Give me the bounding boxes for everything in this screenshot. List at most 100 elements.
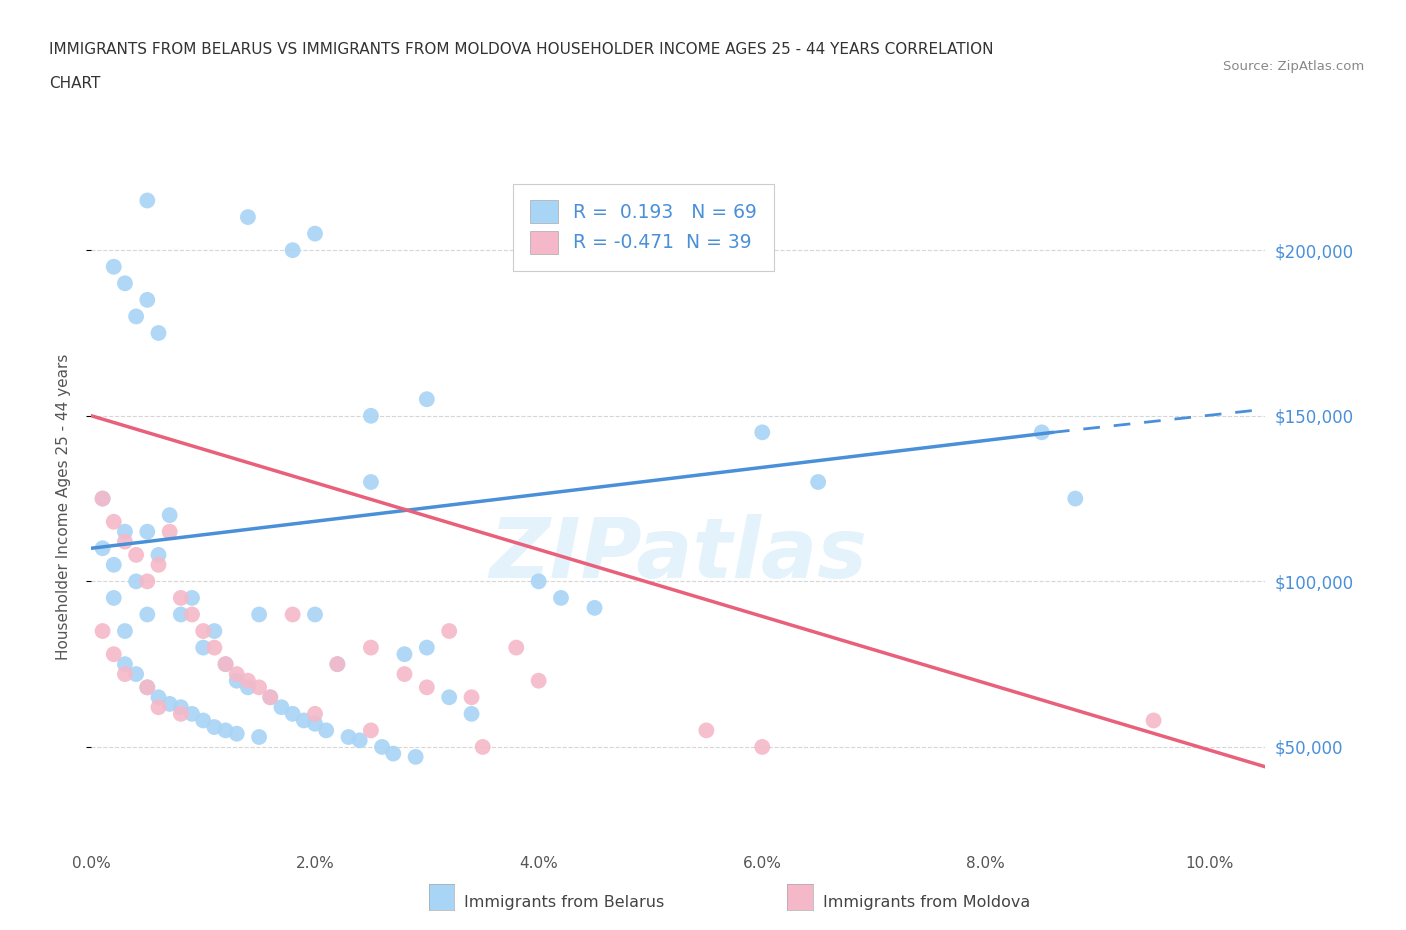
Point [91, 491, 114, 506]
Point [360, 640, 382, 655]
Text: ZIPatlas: ZIPatlas [489, 514, 868, 595]
Point [437, 624, 460, 639]
Point [394, 667, 416, 682]
Point [136, 607, 159, 622]
Point [91, 491, 114, 506]
Point [360, 474, 382, 489]
Point [416, 392, 439, 406]
Text: Immigrants from Moldova: Immigrants from Moldova [823, 895, 1029, 910]
Point [193, 640, 215, 655]
Point [170, 607, 193, 622]
Point [236, 680, 259, 695]
Point [315, 723, 337, 737]
Point [170, 699, 193, 714]
Point [416, 640, 439, 655]
Point [225, 726, 247, 741]
Point [247, 607, 270, 622]
Point [136, 680, 159, 695]
Point [225, 673, 247, 688]
Point [114, 276, 136, 291]
Point [281, 243, 304, 258]
Point [103, 514, 125, 529]
Point [214, 657, 236, 671]
Point [148, 690, 170, 705]
Point [103, 557, 125, 572]
Point [405, 750, 427, 764]
Point [751, 425, 773, 440]
Point [148, 326, 170, 340]
Point [114, 657, 136, 671]
Point [349, 733, 371, 748]
Point [326, 657, 349, 671]
Text: IMMIGRANTS FROM BELARUS VS IMMIGRANTS FROM MOLDOVA HOUSEHOLDER INCOME AGES 25 - : IMMIGRANTS FROM BELARUS VS IMMIGRANTS FR… [49, 42, 994, 57]
Point [181, 607, 204, 622]
Point [416, 680, 439, 695]
Point [247, 729, 270, 744]
Point [159, 697, 181, 711]
Y-axis label: Householder Income Ages 25 - 44 years: Householder Income Ages 25 - 44 years [56, 353, 70, 660]
Point [103, 646, 125, 661]
Point [148, 699, 170, 714]
Point [125, 548, 148, 563]
Point [1031, 425, 1053, 440]
Point [181, 707, 204, 722]
Point [505, 640, 527, 655]
Point [1142, 713, 1164, 728]
Point [437, 690, 460, 705]
Point [527, 574, 550, 589]
Point [751, 739, 773, 754]
Point [337, 729, 360, 744]
Point [304, 607, 326, 622]
Point [136, 525, 159, 539]
Point [360, 723, 382, 737]
Point [382, 746, 405, 761]
Point [181, 591, 204, 605]
Point [114, 534, 136, 549]
Point [103, 259, 125, 274]
Point [371, 739, 394, 754]
Point [136, 193, 159, 208]
Point [91, 624, 114, 639]
Point [583, 601, 606, 616]
Point [236, 673, 259, 688]
Point [259, 690, 281, 705]
Point [159, 525, 181, 539]
Point [125, 667, 148, 682]
Point [236, 209, 259, 224]
Point [807, 474, 830, 489]
Point [193, 624, 215, 639]
Point [136, 680, 159, 695]
Point [202, 624, 225, 639]
Point [460, 707, 482, 722]
Point [326, 657, 349, 671]
Point [148, 548, 170, 563]
Point [202, 640, 225, 655]
Point [193, 713, 215, 728]
Point [527, 673, 550, 688]
Point [114, 525, 136, 539]
Point [281, 707, 304, 722]
Text: CHART: CHART [49, 76, 101, 91]
Point [225, 667, 247, 682]
Point [91, 541, 114, 556]
Legend: R =  0.193   N = 69, R = -0.471  N = 39: R = 0.193 N = 69, R = -0.471 N = 39 [513, 183, 773, 271]
Point [114, 667, 136, 682]
Point [125, 574, 148, 589]
Point [304, 707, 326, 722]
Point [103, 591, 125, 605]
Point [136, 574, 159, 589]
Point [114, 624, 136, 639]
Point [202, 720, 225, 735]
Point [360, 408, 382, 423]
Point [550, 591, 572, 605]
Point [304, 226, 326, 241]
Point [292, 713, 315, 728]
Text: Immigrants from Belarus: Immigrants from Belarus [464, 895, 664, 910]
Point [136, 292, 159, 307]
Point [170, 707, 193, 722]
Point [214, 723, 236, 737]
Point [394, 646, 416, 661]
Point [695, 723, 717, 737]
Point [259, 690, 281, 705]
Point [214, 657, 236, 671]
